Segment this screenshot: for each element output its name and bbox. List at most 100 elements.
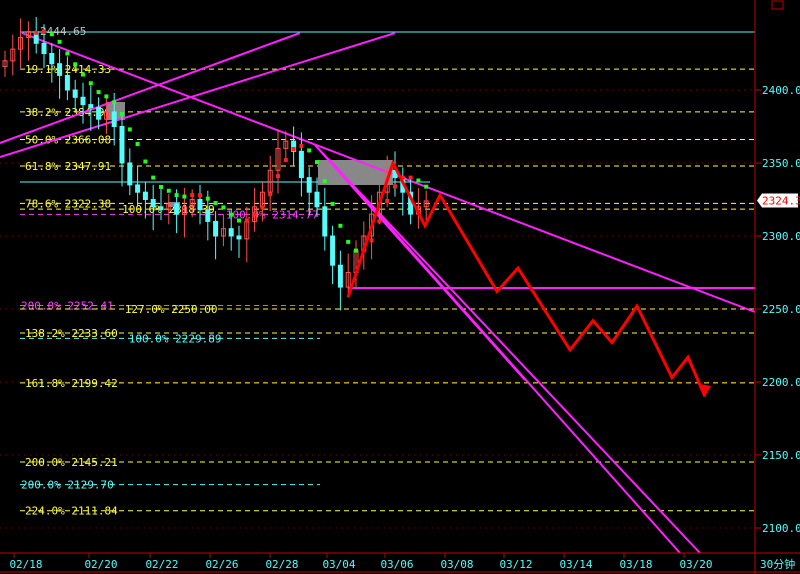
current-price-label: 2324.3 [762, 195, 800, 208]
moving-average-point [237, 218, 241, 223]
candle-body [174, 203, 180, 215]
candle-body [291, 140, 297, 152]
fib-level-label: 138.2% 2233.60 [25, 327, 118, 340]
moving-average-point [81, 72, 85, 77]
candle-body [158, 206, 164, 211]
timeframe-label: 30分钟 [760, 557, 795, 571]
x-tick-label: 02/28 [265, 558, 298, 571]
candle-body [111, 111, 117, 128]
x-tick-label: 03/18 [619, 558, 652, 571]
candle-body [275, 147, 281, 171]
moving-average-point [299, 144, 304, 149]
fib-level-label: 161.8% 2199.42 [25, 377, 118, 390]
x-tick-label: 02/18 [9, 558, 42, 571]
candle-body [345, 272, 351, 288]
forecast-arrow-head [699, 384, 711, 396]
fib-level-label: 100.0% 2229.89 [129, 332, 222, 345]
fib-level-label: 61.8% 2347.91 [25, 160, 111, 173]
candle-body [10, 48, 16, 62]
moving-average-point [291, 146, 296, 151]
x-tick-label: 03/12 [499, 558, 532, 571]
moving-average-point [182, 194, 187, 199]
y-tick-label: 2400.0 [762, 84, 800, 97]
moving-average-point [221, 205, 226, 210]
candle-body [298, 150, 304, 179]
high-price-label: 2444.65 [40, 25, 86, 38]
candle-body [220, 228, 226, 237]
y-tick-label: 2200.0 [762, 376, 800, 389]
y-tick-label: 2250.0 [762, 303, 800, 316]
moving-average-point [151, 175, 156, 180]
y-tick-label: 2350.0 [762, 157, 800, 170]
fib-level-label: 78.6% 2322.38 [25, 197, 111, 210]
x-tick-label: 02/20 [84, 558, 117, 571]
candle-body [2, 60, 8, 68]
forecast-path [346, 159, 707, 398]
moving-average-point [385, 198, 390, 203]
zone-box [168, 202, 180, 207]
fib-level-label: 224.0% 2111.84 [25, 505, 118, 518]
moving-average-point [57, 39, 62, 44]
moving-average-point [73, 62, 78, 67]
moving-average-point [34, 30, 39, 35]
candle-body [135, 184, 141, 193]
moving-average-point [416, 178, 421, 183]
fib-level-label: 19.1% 2414.33 [25, 63, 111, 76]
moving-average-point [49, 32, 54, 37]
trendline [0, 32, 301, 144]
moving-average-point [120, 111, 124, 116]
candle-body [337, 264, 343, 288]
y-tick-label: 2300.0 [762, 230, 800, 243]
candle-body [57, 63, 63, 76]
moving-average-point [213, 201, 218, 206]
moving-average-point [393, 184, 397, 189]
zone-box [318, 160, 393, 185]
candle-body [283, 140, 289, 149]
candle-body [142, 191, 148, 200]
moving-average-point [229, 212, 234, 217]
moving-average-point [330, 201, 335, 206]
candle-body [306, 177, 312, 193]
moving-average-point [424, 184, 429, 189]
candle-body [330, 235, 336, 266]
candle-body [103, 111, 109, 120]
moving-average-point [65, 51, 70, 56]
moving-average-point [307, 148, 312, 153]
fib-level-label: 200.0% 2129.70 [21, 479, 114, 492]
moving-average-point [338, 223, 343, 228]
candle-body [197, 199, 203, 211]
moving-average-point [190, 193, 195, 198]
moving-average-point [96, 90, 101, 95]
candle-body [181, 206, 187, 215]
y-tick-label: 2150.0 [762, 449, 800, 462]
x-tick-label: 02/22 [145, 558, 178, 571]
moving-average-point [112, 100, 117, 105]
moving-average-point [159, 184, 163, 189]
fib-level-label: 200.0% 2145.21 [25, 456, 118, 469]
candle-body [25, 31, 31, 38]
fib-level-label: 200.0% 2252.41 [21, 299, 114, 312]
x-tick-label: 02/26 [205, 558, 238, 571]
window-layout-icon [771, 0, 784, 10]
x-tick-label: 03/14 [559, 558, 592, 571]
candle-body [267, 169, 273, 193]
candle-body [96, 107, 102, 120]
moving-average-point [408, 175, 413, 180]
candle-body [236, 235, 242, 240]
candle-body [213, 220, 219, 237]
moving-average-point [166, 188, 171, 193]
x-tick-label: 03/04 [322, 558, 355, 571]
moving-average-point [174, 193, 179, 198]
fib-level-label: 127.0% 2250.00 [125, 303, 218, 316]
candle-body [376, 191, 382, 215]
moving-average-point [244, 218, 249, 223]
candle-body [150, 199, 156, 208]
fib-level-label: 100.0% 2314.77 [226, 208, 319, 221]
moving-average-point [252, 212, 257, 217]
candle-body [127, 162, 133, 186]
moving-average-point [283, 158, 288, 163]
moving-average-point [42, 29, 46, 34]
x-tick-label: 03/08 [440, 558, 473, 571]
